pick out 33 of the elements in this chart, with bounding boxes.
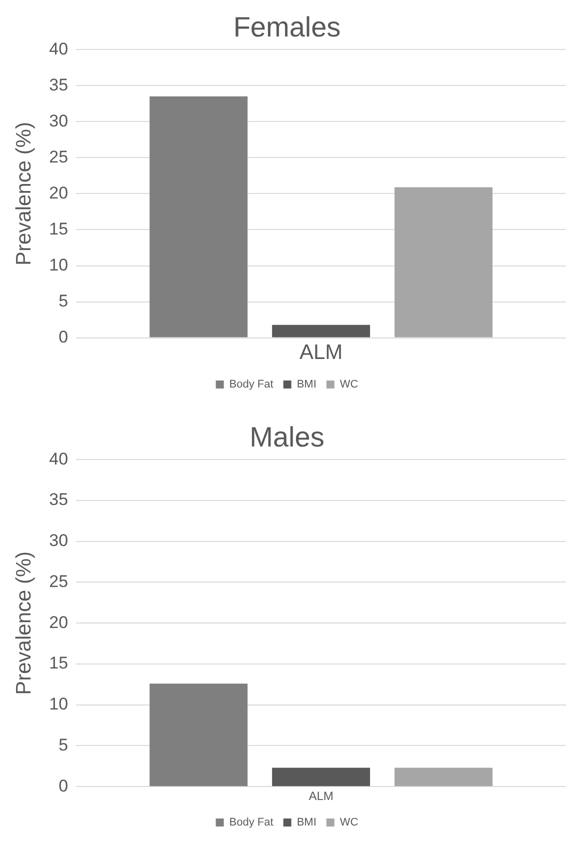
y-tick-label: 5 (58, 735, 68, 754)
y-tick-label: 40 (49, 449, 68, 468)
legend-label: WC (340, 378, 358, 391)
y-tick-label: 25 (49, 147, 68, 166)
y-tick-label: 20 (49, 612, 68, 632)
x-tick-label: ALM (299, 341, 343, 364)
legend-label: Body Fat (229, 378, 274, 391)
chart-title: Males (250, 422, 324, 453)
y-tick-label: 35 (49, 75, 68, 94)
y-tick-label: 30 (49, 111, 68, 130)
legend-label: Body Fat (229, 816, 274, 829)
legend-label: WC (340, 816, 358, 829)
y-tick-label: 0 (58, 327, 68, 346)
bar (272, 324, 370, 338)
y-tick-label: 35 (49, 490, 68, 510)
y-axis-title: Prevalence (%) (12, 122, 36, 266)
legend-label: BMI (296, 378, 316, 391)
y-tick-label: 15 (49, 654, 68, 673)
bar (394, 187, 493, 338)
legend-label: BMI (296, 816, 316, 829)
y-tick-label: 15 (49, 219, 68, 238)
y-tick-label: 10 (49, 694, 68, 714)
chart-title: Females (233, 12, 341, 43)
y-tick-label: 25 (49, 572, 68, 591)
y-tick-label: 0 (58, 776, 68, 796)
y-tick-label: 30 (49, 531, 68, 550)
y-tick-label: 40 (49, 39, 68, 58)
y-axis-title: Prevalence (%) (12, 551, 36, 695)
bar (150, 96, 248, 338)
x-tick-label: ALM (308, 789, 334, 804)
y-tick-label: 20 (49, 183, 68, 202)
y-tick-label: 5 (58, 291, 68, 310)
y-tick-label: 10 (49, 255, 68, 274)
